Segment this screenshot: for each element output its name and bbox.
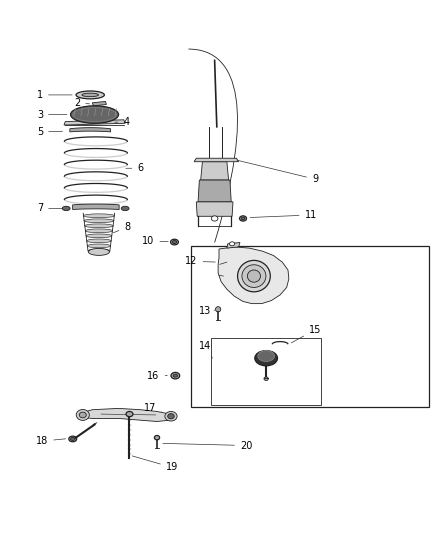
Ellipse shape [173, 374, 177, 377]
Ellipse shape [264, 377, 268, 381]
Ellipse shape [62, 206, 70, 211]
Ellipse shape [85, 224, 113, 228]
Text: 2: 2 [74, 98, 90, 108]
Polygon shape [196, 202, 233, 216]
Polygon shape [73, 204, 119, 209]
Ellipse shape [88, 248, 110, 255]
Ellipse shape [171, 373, 180, 379]
Text: 20: 20 [163, 440, 252, 450]
Ellipse shape [215, 306, 221, 312]
Ellipse shape [241, 217, 245, 220]
Text: 3: 3 [37, 110, 67, 119]
Polygon shape [70, 128, 110, 132]
Polygon shape [198, 180, 231, 202]
Ellipse shape [126, 411, 133, 417]
Text: 5: 5 [37, 127, 63, 137]
Polygon shape [64, 120, 125, 125]
Ellipse shape [242, 265, 266, 287]
Ellipse shape [73, 108, 117, 122]
Ellipse shape [240, 216, 247, 221]
Ellipse shape [79, 412, 86, 418]
Text: 18: 18 [36, 436, 66, 446]
Bar [211, 338, 321, 405]
Text: 15: 15 [291, 325, 321, 343]
Ellipse shape [84, 219, 114, 223]
Text: 8: 8 [113, 222, 131, 233]
Polygon shape [227, 243, 240, 248]
Ellipse shape [71, 438, 75, 440]
Ellipse shape [71, 106, 119, 123]
Text: 11: 11 [250, 210, 317, 220]
Ellipse shape [212, 216, 218, 221]
Text: 17: 17 [144, 403, 162, 414]
Text: 9: 9 [237, 160, 318, 184]
Ellipse shape [121, 206, 129, 211]
Text: 7: 7 [37, 204, 63, 213]
Ellipse shape [88, 249, 110, 253]
Ellipse shape [87, 239, 111, 243]
Ellipse shape [172, 240, 177, 244]
Ellipse shape [170, 239, 178, 245]
Polygon shape [77, 408, 173, 422]
Polygon shape [194, 158, 239, 161]
Ellipse shape [83, 214, 115, 217]
Text: 4: 4 [115, 117, 130, 126]
Polygon shape [201, 161, 229, 180]
Text: 1: 1 [37, 90, 72, 100]
Ellipse shape [154, 435, 159, 440]
Text: 12: 12 [185, 256, 215, 266]
Ellipse shape [86, 234, 112, 238]
Text: 10: 10 [142, 236, 168, 246]
Ellipse shape [247, 270, 261, 282]
Ellipse shape [165, 411, 177, 421]
Ellipse shape [230, 242, 235, 246]
Text: 6: 6 [126, 163, 144, 173]
Polygon shape [92, 101, 106, 106]
Ellipse shape [237, 261, 270, 292]
Ellipse shape [82, 93, 99, 96]
Text: 13: 13 [199, 306, 215, 316]
Ellipse shape [69, 436, 77, 442]
Polygon shape [218, 247, 289, 304]
Ellipse shape [76, 91, 104, 99]
Ellipse shape [87, 244, 110, 248]
Ellipse shape [258, 351, 275, 361]
Ellipse shape [85, 229, 113, 233]
Ellipse shape [76, 409, 89, 421]
Bar [191, 246, 428, 407]
Text: 19: 19 [132, 456, 178, 472]
Text: 14: 14 [199, 341, 212, 358]
Ellipse shape [255, 351, 278, 366]
Ellipse shape [168, 414, 174, 419]
Text: 16: 16 [147, 370, 167, 381]
